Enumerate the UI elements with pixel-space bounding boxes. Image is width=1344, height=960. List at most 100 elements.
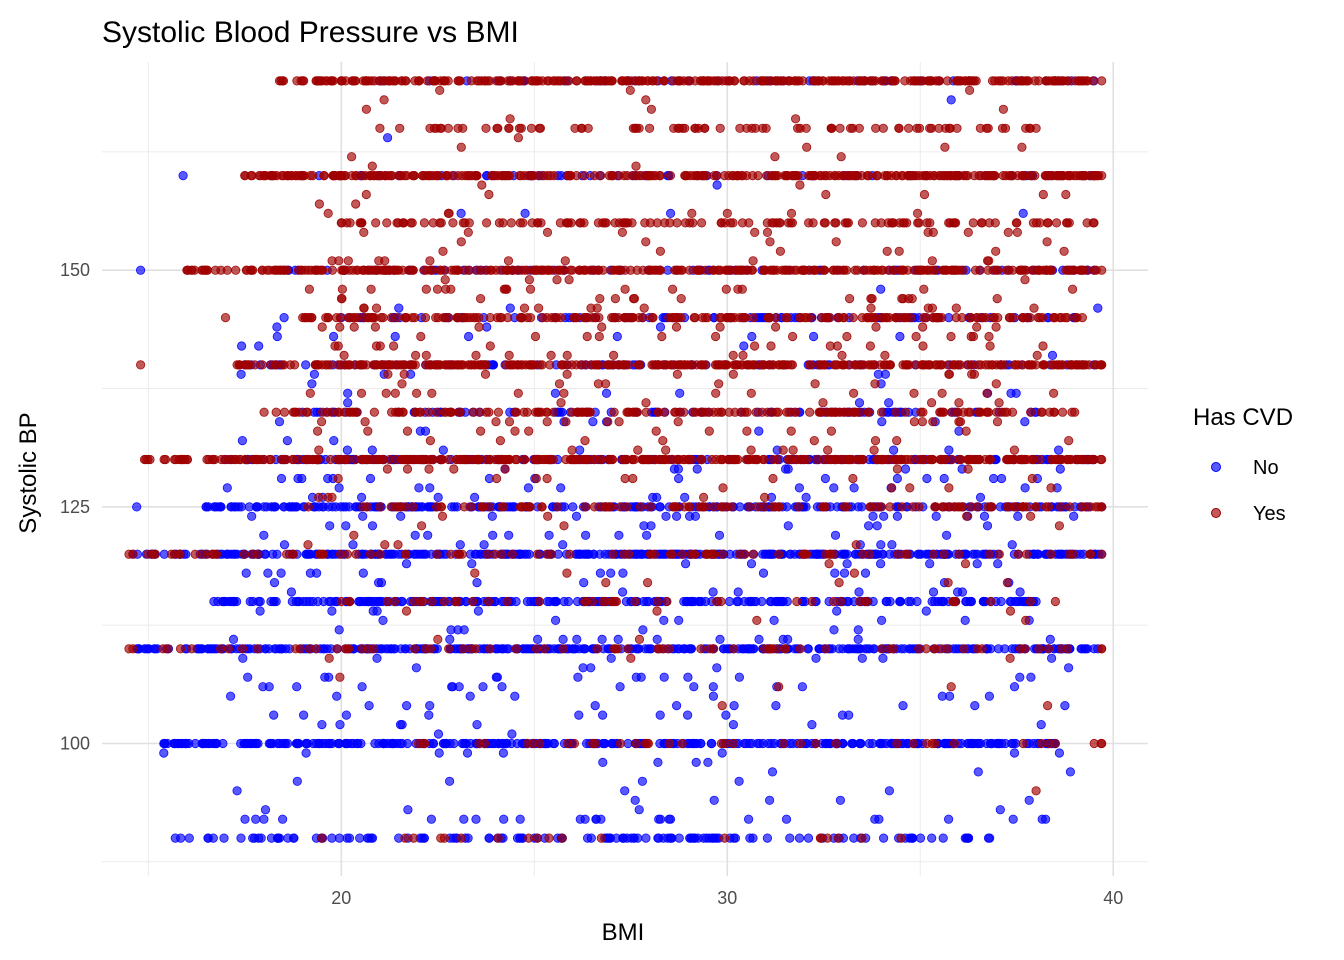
data-point-no xyxy=(159,748,169,758)
data-point-yes xyxy=(888,644,899,654)
data-point-no xyxy=(507,729,517,739)
data-point-yes xyxy=(839,360,849,370)
data-point-no xyxy=(597,634,607,645)
data-point-yes xyxy=(386,312,397,323)
data-point-no xyxy=(298,710,309,720)
data-point-no xyxy=(498,748,508,758)
grid xyxy=(102,62,1148,876)
data-point-yes xyxy=(828,596,839,607)
data-point-no xyxy=(294,596,304,607)
data-point-yes xyxy=(350,360,360,370)
data-point-no xyxy=(491,672,501,682)
data-point-yes xyxy=(432,407,442,417)
data-point-yes xyxy=(532,218,543,228)
data-point-no xyxy=(438,738,449,749)
data-point-yes xyxy=(410,644,420,654)
data-point-no xyxy=(785,833,795,843)
data-point-no xyxy=(653,757,663,768)
data-point-yes xyxy=(897,502,907,512)
data-point-yes xyxy=(519,407,529,417)
data-point-yes xyxy=(843,407,853,417)
data-point-yes xyxy=(694,502,704,512)
data-point-yes xyxy=(974,171,984,181)
data-point-no xyxy=(353,738,363,749)
data-point-no xyxy=(251,814,261,824)
data-point-yes xyxy=(435,454,446,465)
data-point-yes xyxy=(677,549,688,559)
data-point-yes xyxy=(557,833,567,843)
data-point-no xyxy=(390,644,400,654)
data-point-yes xyxy=(580,502,590,512)
data-point-yes xyxy=(925,218,935,228)
data-point-no xyxy=(462,748,473,758)
data-point-yes xyxy=(409,596,419,607)
data-point-yes xyxy=(859,360,869,370)
data-point-yes xyxy=(983,502,993,512)
data-point-yes xyxy=(707,549,718,559)
data-point-yes xyxy=(497,454,507,465)
data-point-no xyxy=(286,587,296,597)
data-point-yes xyxy=(816,833,826,843)
data-point-no xyxy=(671,700,682,711)
data-point-yes xyxy=(768,454,778,465)
data-point-no xyxy=(505,303,515,313)
data-point-yes xyxy=(984,549,994,559)
data-point-no xyxy=(266,833,277,843)
data-point-yes xyxy=(556,360,567,370)
data-point-yes xyxy=(962,360,973,370)
data-point-yes xyxy=(200,265,210,275)
data-point-yes xyxy=(715,312,725,323)
data-point-no xyxy=(743,814,754,824)
data-point-yes xyxy=(222,265,232,275)
data-point-yes xyxy=(1068,549,1078,559)
data-point-yes xyxy=(589,502,600,512)
data-point-no xyxy=(323,473,333,484)
data-point-yes xyxy=(619,549,629,559)
data-point-yes xyxy=(876,218,886,228)
data-point-yes xyxy=(344,596,354,607)
data-point-no xyxy=(1015,672,1025,682)
data-point-yes xyxy=(1062,218,1072,228)
data-point-yes xyxy=(748,549,758,559)
data-point-no xyxy=(524,644,534,654)
data-point-yes xyxy=(679,502,690,512)
data-point-yes xyxy=(595,171,606,181)
data-point-yes xyxy=(480,360,491,370)
data-point-yes xyxy=(652,218,662,228)
data-point-yes xyxy=(544,265,554,275)
data-point-no xyxy=(691,757,701,768)
data-point-yes xyxy=(807,171,817,181)
data-point-no xyxy=(381,644,391,654)
data-point-yes xyxy=(443,123,453,133)
data-point-no xyxy=(558,634,568,645)
data-point-no xyxy=(272,549,282,559)
data-point-yes xyxy=(249,454,259,465)
data-point-no xyxy=(860,568,871,578)
data-point-no xyxy=(876,540,886,550)
data-point-yes xyxy=(1063,644,1073,654)
data-point-yes xyxy=(630,596,640,607)
data-point-yes xyxy=(869,265,879,275)
data-point-yes xyxy=(433,360,444,370)
data-point-yes xyxy=(294,407,304,417)
data-point-no xyxy=(747,331,757,342)
data-point-no xyxy=(571,511,582,521)
data-point-yes xyxy=(436,502,446,512)
data-point-no xyxy=(875,559,886,569)
data-point-no xyxy=(425,483,435,493)
data-point-no xyxy=(829,625,839,635)
data-point-yes xyxy=(876,407,887,417)
data-point-no xyxy=(746,596,756,607)
data-point-no xyxy=(872,521,882,531)
data-point-no xyxy=(1069,511,1079,521)
data-point-no xyxy=(415,426,425,436)
data-point-yes xyxy=(291,644,301,654)
data-point-no xyxy=(511,596,521,607)
data-point-yes xyxy=(482,265,492,275)
data-point-yes xyxy=(565,265,575,275)
data-point-no xyxy=(314,738,324,749)
data-point-no xyxy=(357,682,367,692)
data-point-yes xyxy=(700,407,711,417)
